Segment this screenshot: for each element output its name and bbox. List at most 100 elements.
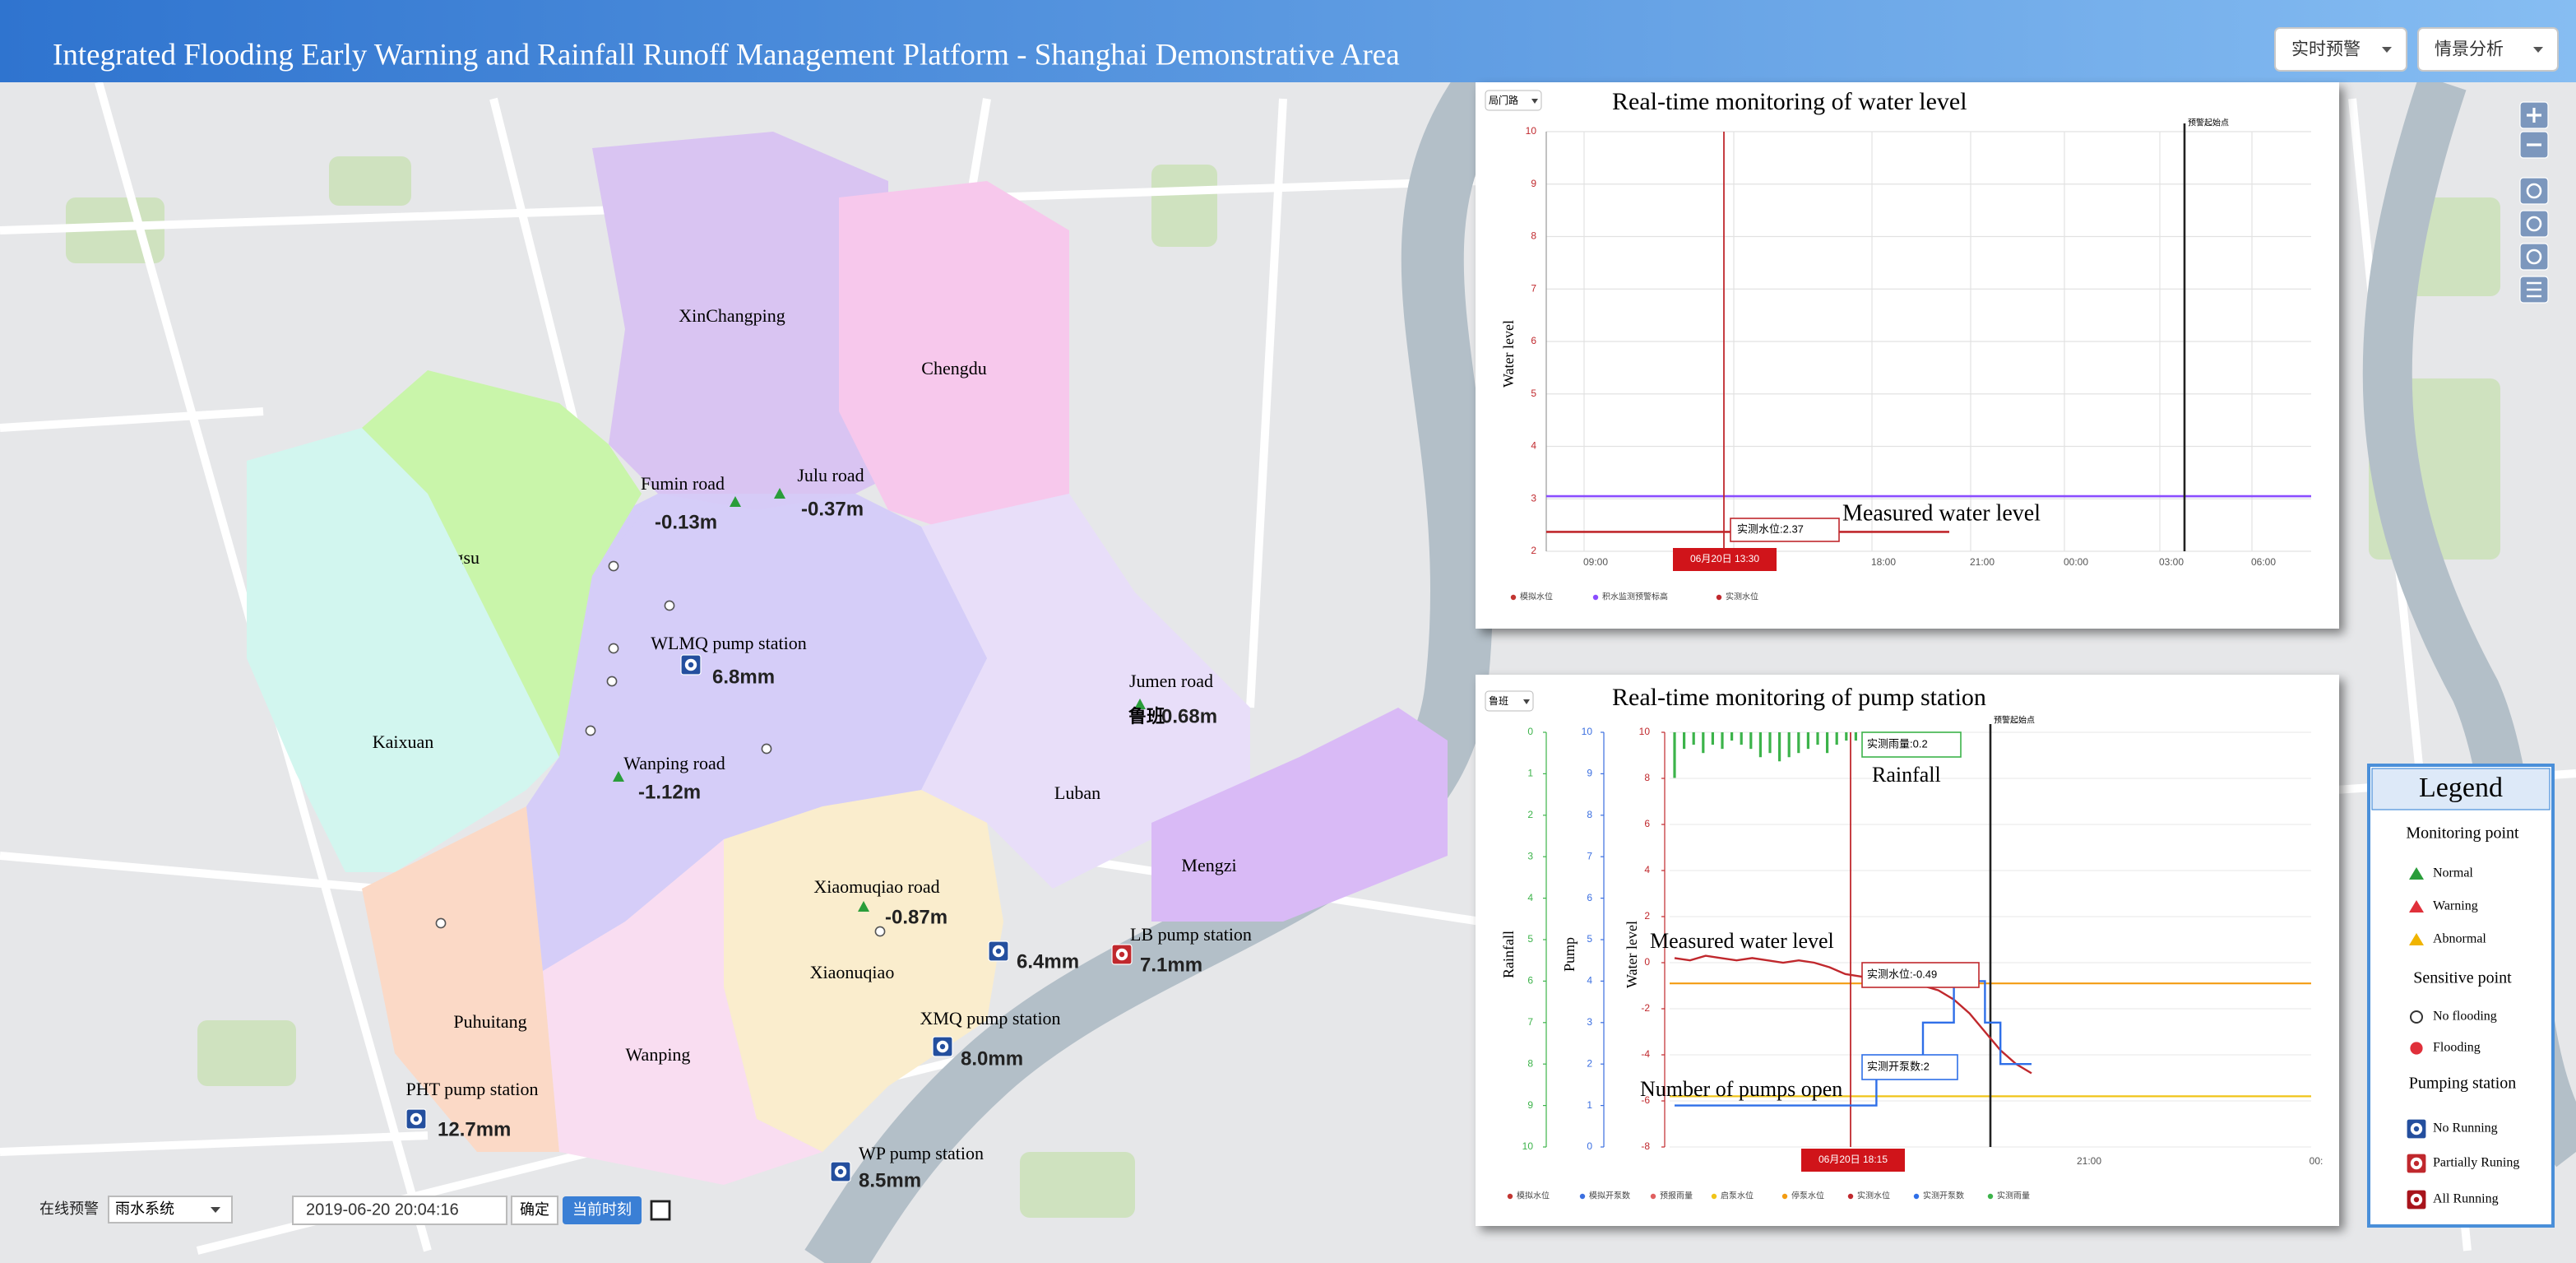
rainfall-bar <box>1854 732 1857 741</box>
park <box>1151 165 1217 247</box>
menu-button[interactable] <box>2417 27 2559 72</box>
legend-title: Legend <box>2419 773 2503 803</box>
selector-label: 局门路 <box>1489 94 1518 106</box>
legend-dot <box>1716 594 1722 601</box>
tooltip <box>1861 1054 1958 1080</box>
map-control[interactable] <box>2519 177 2549 205</box>
datetime-input[interactable] <box>292 1196 507 1225</box>
selector[interactable] <box>1485 90 1542 111</box>
x-tick-label: 00: <box>2310 1155 2323 1167</box>
panel-title: Real-time monitoring of water level <box>1612 88 1967 115</box>
rainfall-bar <box>1787 732 1791 758</box>
system-dropdown[interactable] <box>108 1196 233 1224</box>
legend-dot <box>1847 1193 1854 1200</box>
now-label: 当前时刻 <box>572 1201 632 1218</box>
system-dropdown-label: 雨水系统 <box>115 1200 174 1217</box>
sensitive-point <box>664 600 675 611</box>
rainfall-bar <box>1702 732 1705 754</box>
y-tick-label: 8 <box>1527 1057 1533 1069</box>
park <box>329 156 411 206</box>
district <box>362 370 642 757</box>
annotation: Number of pumps open <box>1640 1077 1842 1101</box>
time-tag-label: 06月20日 13:30 <box>1690 553 1759 564</box>
tooltip <box>1861 962 1980 988</box>
pump-station <box>939 1043 946 1050</box>
legend-label: 启泵水位 <box>1721 1191 1754 1201</box>
map-control[interactable] <box>2519 243 2549 271</box>
y-tick-label: -2 <box>1641 1002 1650 1014</box>
y-tick-label: 9 <box>1587 768 1592 779</box>
panel <box>1476 82 2339 629</box>
pump-station <box>837 1168 844 1175</box>
y-tick-label: 9 <box>1527 1099 1533 1111</box>
y-tick-label: 6 <box>1587 892 1592 903</box>
legend-item: Partially Runing <box>2433 1156 2519 1170</box>
x-tick-label: 09:00 <box>1583 556 1608 568</box>
pump-station-name: PHT pump station <box>406 1079 539 1099</box>
y-tick-label: 6 <box>1531 335 1536 346</box>
annotation: Measured water level <box>1650 929 1834 953</box>
y-tick-label: 1 <box>1587 1099 1592 1111</box>
y-tick-label: -4 <box>1641 1048 1650 1060</box>
legend-label: 模拟开泵数 <box>1589 1191 1630 1201</box>
legend-dot <box>1987 1193 1994 1200</box>
time-tag-label: 06月20日 18:15 <box>1818 1154 1888 1165</box>
district <box>724 790 1003 1152</box>
y-tick-label: 3 <box>1527 850 1533 861</box>
y-tick-label: 0 <box>1527 726 1533 737</box>
district <box>592 132 888 510</box>
rainfall-bar <box>1845 732 1848 741</box>
road <box>0 1131 429 1156</box>
legend-item: Normal <box>2433 866 2473 880</box>
y-tick-label: 10 <box>1582 726 1593 737</box>
legend-group: Sensitive point <box>2413 969 2512 987</box>
district-label: Kaixuan <box>373 731 434 752</box>
pump-station-value: 6.8mm <box>712 666 775 688</box>
rainfall-bar <box>1711 732 1714 745</box>
district <box>1151 708 1448 922</box>
y-tick-label: 3 <box>1587 1016 1592 1028</box>
district <box>247 428 559 872</box>
legend-item: Abnormal <box>2433 932 2486 946</box>
sensitive-point <box>761 743 772 755</box>
sensitive-point <box>606 676 618 687</box>
map-control-icon <box>2526 248 2542 265</box>
monitoring-point-name: Julu road <box>797 465 864 485</box>
district <box>362 806 559 1152</box>
monitoring-point-name: Xiaomuqiao road <box>813 876 939 897</box>
legend-label: 实测开泵数 <box>1923 1191 1964 1201</box>
rainfall-bar <box>1806 732 1809 750</box>
legend-icon <box>2409 900 2424 912</box>
now-button[interactable] <box>563 1196 642 1224</box>
pump-station <box>995 948 1002 954</box>
confirm-button[interactable] <box>511 1196 558 1225</box>
y-tick-label: 7 <box>1587 850 1592 861</box>
x-tick-label: 18:00 <box>1871 556 1896 568</box>
legend-icon <box>2413 1196 2420 1203</box>
x-tick-label: 03:00 <box>2159 556 2184 568</box>
selector[interactable] <box>1485 690 1534 712</box>
menu-button-label: 实时预警 <box>2291 40 2361 59</box>
y-tick-label: 2 <box>1587 1057 1592 1069</box>
map-control[interactable] <box>2519 210 2549 238</box>
x-tick-label: 00:00 <box>2064 556 2088 568</box>
rainfall-bar <box>1816 732 1819 745</box>
legend-dot <box>1510 594 1517 601</box>
rainfall-bar <box>1835 732 1838 745</box>
monitoring-point-tag: 鲁班 <box>1128 706 1165 727</box>
sensitive-point <box>608 643 619 654</box>
map-control-icon <box>2526 216 2542 232</box>
district-label: Mengzi <box>1181 855 1236 875</box>
legend-label: 实测水位 <box>1857 1191 1890 1201</box>
pump-station-value: 8.5mm <box>859 1169 921 1191</box>
warning-start-label: 预警起始点 <box>1994 715 2035 726</box>
checkbox[interactable] <box>650 1200 671 1221</box>
legend-icon <box>2410 1042 2423 1055</box>
menu-button[interactable] <box>2274 27 2407 72</box>
monitoring-point <box>613 771 624 782</box>
rainfall-bar <box>1826 732 1829 754</box>
legend-icon <box>2410 1010 2423 1024</box>
monitoring-point-name: Jumen road <box>1129 671 1213 691</box>
